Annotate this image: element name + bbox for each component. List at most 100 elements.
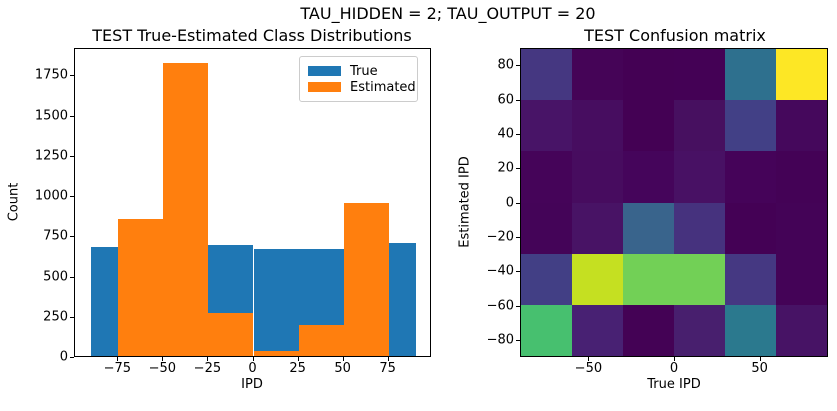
heatmap-cell: [623, 151, 674, 203]
hist-y-tick: [70, 196, 74, 198]
heatmap-cell: [776, 202, 827, 254]
hist-y-tick: [70, 276, 74, 278]
heatmap-cell: [776, 151, 827, 203]
heat-x-tick: [674, 357, 675, 361]
heatmap-cell: [725, 151, 776, 203]
heat-y-tick: [516, 271, 520, 273]
heatmap-cell: [572, 151, 623, 203]
legend-swatch-estimated: [308, 82, 341, 92]
heat-y-tick: [516, 202, 520, 204]
hist-bar-true: [253, 249, 299, 356]
heatmap-cell: [674, 100, 725, 152]
hist-y-ticklabel: 500: [43, 269, 68, 284]
heatmap-cell: [776, 49, 827, 101]
heat-x-ticklabel: −50: [574, 361, 603, 376]
confusion-matrix-axes: [520, 48, 828, 357]
heat-y-tick: [516, 133, 520, 135]
heatmap-cell: [725, 304, 776, 356]
hist-x-tick: [252, 357, 254, 361]
heat-y-tick: [516, 99, 520, 101]
heatmap-cell: [725, 49, 776, 101]
heatmap-cell: [623, 49, 674, 101]
heat-y-tick: [516, 236, 520, 238]
heatmap-cell: [776, 304, 827, 356]
legend: True Estimated: [299, 56, 418, 102]
heatmap-cell: [623, 202, 674, 254]
heatmap-cell: [725, 100, 776, 152]
heat-x-tick: [759, 357, 761, 361]
hist-x-tick: [387, 357, 389, 361]
heatmap-cell: [674, 151, 725, 203]
hist-x-ticklabel: 75: [379, 361, 396, 376]
hist-x-tick: [297, 357, 299, 361]
hist-y-tick: [70, 75, 74, 77]
hist-x-tick: [207, 357, 209, 361]
heatmap-cell: [725, 202, 776, 254]
heat-y-ticklabel: −40: [486, 263, 514, 279]
hist-x-tick: [117, 357, 119, 361]
figure-suptitle: TAU_HIDDEN = 2; TAU_OUTPUT = 20: [300, 4, 596, 23]
heatmap-cell: [725, 253, 776, 305]
hist-bar-true: [388, 243, 416, 356]
heat-y-tick: [516, 339, 520, 341]
heat-x-ticklabel: 0: [669, 361, 679, 376]
hist-bar-estimated: [163, 63, 209, 356]
heat-y-ticklabel: 60: [497, 92, 514, 107]
heat-y-ticklabel: −80: [486, 332, 514, 348]
legend-item-true: True: [308, 65, 409, 78]
hist-y-tick: [70, 316, 74, 318]
hist-x-ticklabel: 25: [289, 361, 306, 376]
hist-x-ticklabel: −75: [103, 361, 132, 376]
heatmap-cell: [572, 304, 623, 356]
hist-bar-estimated: [298, 325, 344, 356]
legend-swatch-true: [308, 66, 341, 76]
heatmap-cell: [623, 253, 674, 305]
heatmap-cell: [521, 100, 572, 152]
hist-y-tick: [70, 155, 74, 157]
legend-label-estimated: Estimated: [350, 79, 416, 95]
heat-y-ticklabel: 80: [497, 57, 514, 73]
heatmap-cell: [674, 49, 725, 101]
heatmap-cell: [776, 100, 827, 152]
heat-y-ticklabel: −20: [486, 229, 514, 245]
heatmap-cell: [572, 202, 623, 254]
heatmap-cell: [572, 253, 623, 305]
hist-y-ticklabel: 1000: [34, 188, 68, 204]
hist-x-ticklabel: −50: [148, 361, 177, 376]
heat-y-tick: [516, 168, 520, 170]
heatmap-cell: [674, 202, 725, 254]
histogram-bars-layer: [75, 49, 430, 356]
histogram-xaxis-label: IPD: [241, 377, 263, 392]
hist-y-tick: [70, 236, 74, 238]
heatmap-cell: [674, 253, 725, 305]
hist-y-tick: [70, 357, 74, 358]
heatmap-cell: [572, 100, 623, 152]
hist-bar-estimated: [253, 351, 299, 356]
hist-bar-estimated: [343, 203, 389, 356]
heatmap-cell: [521, 253, 572, 305]
heat-y-ticklabel: 0: [505, 195, 514, 210]
hist-y-ticklabel: 1500: [34, 108, 68, 124]
hist-y-tick: [70, 115, 74, 117]
heat-x-ticklabel: 50: [751, 361, 768, 376]
hist-y-ticklabel: 250: [43, 309, 68, 325]
heatmap-cell: [521, 151, 572, 203]
hist-x-ticklabel: −25: [193, 361, 222, 376]
hist-y-ticklabel: 1250: [34, 148, 68, 164]
hist-bar-true: [91, 246, 119, 356]
legend-label-true: True: [350, 63, 378, 79]
hist-y-ticklabel: 0: [59, 349, 68, 365]
heatmap-cell: [623, 100, 674, 152]
hist-y-ticklabel: 1750: [34, 67, 68, 83]
hist-bar-estimated: [208, 312, 254, 356]
hist-x-tick: [162, 357, 164, 361]
heatmap-cell: [776, 253, 827, 305]
heatmap-cell: [521, 202, 572, 254]
heatmap-cell: [572, 49, 623, 101]
hist-bar-estimated: [118, 219, 164, 356]
heat-y-tick: [516, 305, 520, 307]
heatmap-cell: [623, 304, 674, 356]
heatmap-cell: [521, 49, 572, 101]
hist-x-tick: [342, 357, 344, 361]
